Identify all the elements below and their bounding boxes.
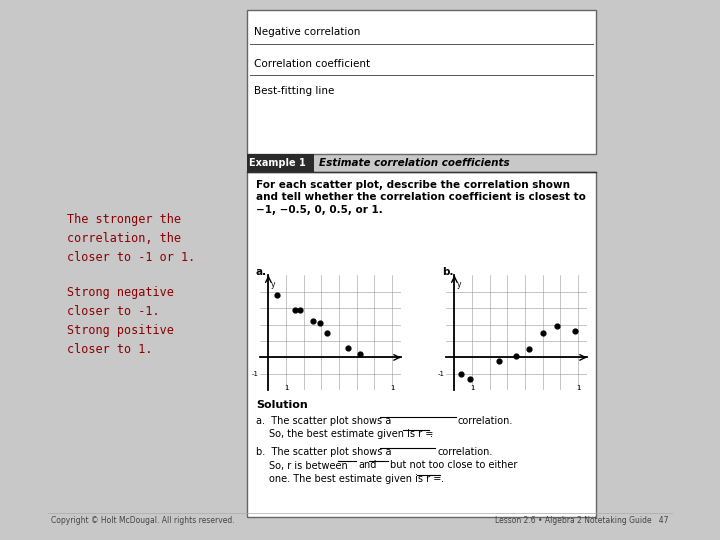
Point [456, 369, 467, 378]
Bar [246, 154, 313, 172]
Text: but not too close to either: but not too close to either [390, 461, 517, 470]
Text: Estimate correlation coefficients: Estimate correlation coefficients [319, 158, 510, 168]
Text: b.: b. [442, 267, 454, 278]
Text: correlation.: correlation. [458, 416, 513, 426]
Text: a.: a. [256, 267, 267, 278]
Text: Best-fitting line: Best-fitting line [254, 86, 334, 96]
Text: −1, −0.5, 0, 0.5, or 1.: −1, −0.5, 0, 0.5, or 1. [256, 205, 382, 215]
Text: one. The best estimate given is r =: one. The best estimate given is r = [269, 474, 441, 484]
Text: So, r is between: So, r is between [269, 461, 348, 470]
Text: -1: -1 [438, 371, 445, 377]
Text: Lesson 2.6 • Algebra 2 Notetaking Guide   47: Lesson 2.6 • Algebra 2 Notetaking Guide … [495, 516, 669, 525]
Point [537, 328, 549, 337]
Point [569, 327, 580, 335]
Text: y: y [457, 280, 462, 289]
Text: y: y [271, 280, 276, 289]
Text: a.  The scatter plot shows a: a. The scatter plot shows a [256, 416, 391, 426]
Text: Example 1: Example 1 [249, 158, 306, 168]
Text: and: and [358, 461, 377, 470]
Text: 1: 1 [390, 386, 395, 392]
Point [492, 356, 504, 365]
Point [307, 317, 318, 326]
Bar [246, 10, 596, 154]
Bar [246, 172, 596, 517]
Text: So, the best estimate given is r =: So, the best estimate given is r = [269, 429, 433, 440]
Point [354, 350, 366, 359]
Text: .: . [441, 474, 444, 484]
Text: Strong negative
closer to -1.
Strong positive
closer to 1.: Strong negative closer to -1. Strong pos… [67, 286, 174, 356]
Text: 1: 1 [470, 386, 474, 392]
Point [294, 306, 306, 314]
Text: The stronger the
correlation, the
closer to -1 or 1.: The stronger the correlation, the closer… [67, 213, 195, 264]
Text: and tell whether the correlation coefficient is closest to: and tell whether the correlation coeffic… [256, 192, 585, 202]
Text: -1: -1 [252, 371, 258, 377]
Point [271, 291, 283, 299]
Point [289, 306, 301, 314]
Text: 1: 1 [576, 386, 580, 392]
Text: .: . [430, 429, 433, 440]
Text: Copyright © Holt McDougal. All rights reserved.: Copyright © Holt McDougal. All rights re… [51, 516, 235, 525]
Text: 1: 1 [284, 386, 288, 392]
Text: correlation.: correlation. [437, 447, 492, 457]
Point [464, 374, 476, 383]
Point [551, 322, 562, 330]
Point [523, 345, 534, 354]
Text: Solution: Solution [256, 400, 307, 410]
Text: Correlation coefficient: Correlation coefficient [254, 59, 370, 69]
Text: b.  The scatter plot shows a: b. The scatter plot shows a [256, 447, 392, 457]
Point [510, 352, 522, 360]
Point [314, 319, 325, 327]
Point [342, 343, 354, 352]
Text: For each scatter plot, describe the correlation shown: For each scatter plot, describe the corr… [256, 180, 570, 190]
Point [321, 328, 333, 337]
Text: Negative correlation: Negative correlation [254, 28, 360, 37]
